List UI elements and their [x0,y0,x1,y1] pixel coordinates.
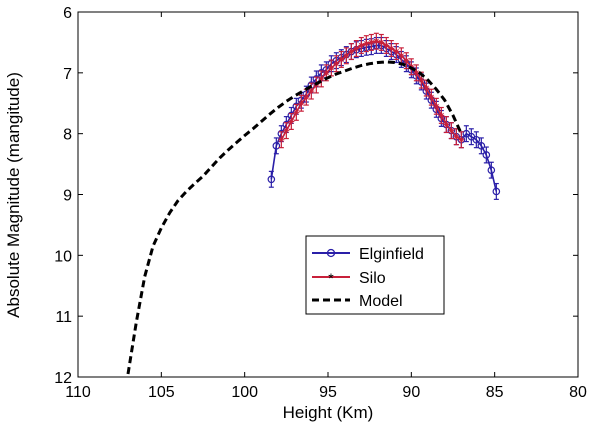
data-point-silo [368,39,375,46]
y-tick-label: 10 [54,248,72,265]
data-point-silo [388,45,395,52]
data-point-silo [303,94,310,101]
x-tick-label: 95 [319,384,337,401]
legend-label-elginfield: Elginfield [359,246,424,263]
data-point-elginfield [482,151,491,159]
series-layer [126,32,501,375]
legend-label-model: Model [359,293,403,310]
data-point-silo [373,38,380,45]
data-point-silo [428,94,435,101]
data-point-silo [383,42,390,49]
legend-marker-silo: * [328,270,334,286]
data-point-silo [393,48,400,55]
y-tick-label: 6 [63,5,72,22]
x-tick-label: 100 [231,384,258,401]
data-point-silo [363,40,370,47]
x-tick-label: 80 [569,384,587,401]
data-point-silo [448,127,455,134]
data-point-silo [308,88,315,95]
data-point-elginfield [492,187,501,196]
x-axis-label: Height (Km) [283,403,374,422]
y-axis-label: Absolute Magnitude (mangitude) [4,72,23,318]
data-point-silo [343,52,350,59]
y-axis-ticks: 6 7 8 9 10 11 12 [54,5,578,387]
y-tick-label: 7 [63,66,72,83]
data-point-silo [443,121,450,128]
data-point-silo [333,60,340,67]
y-tick-label: 11 [55,309,72,326]
y-tick-label: 8 [63,127,72,144]
data-point-silo [398,52,405,59]
data-point-elginfield [272,142,281,150]
legend: Elginfield * Silo Model [305,235,445,315]
x-tick-label: 105 [148,384,175,401]
data-point-silo [413,69,420,76]
data-point-silo [353,45,360,52]
data-point-silo [293,109,300,116]
data-point-silo [423,85,430,92]
data-point-silo [348,48,355,55]
x-tick-label: 85 [486,384,504,401]
data-point-silo [438,112,445,119]
data-point-silo [288,118,295,125]
data-point-elginfield [267,175,276,184]
data-point-silo [328,64,335,71]
data-point-silo [283,127,290,134]
x-tick-label: 110 [65,384,91,401]
data-point-silo [378,39,385,46]
data-point-silo [403,57,410,64]
y-tick-label: 12 [54,370,72,387]
data-point-elginfield [477,142,486,150]
x-tick-label: 90 [402,384,420,401]
data-point-silo [323,69,330,76]
data-point-silo [358,42,365,49]
legend-marker-elginfield [326,248,336,258]
data-point-silo [433,103,440,110]
data-point-silo [453,133,460,140]
data-point-silo [278,136,285,143]
data-point-silo [298,100,305,107]
series-line-model [126,60,463,375]
data-point-silo [458,136,465,143]
data-point-silo [418,77,425,84]
legend-label-silo: Silo [359,270,386,287]
data-point-elginfield [472,135,481,144]
data-point-silo [338,56,345,63]
y-tick-label: 9 [63,188,72,205]
x-axis-ticks: 110 105 100 95 90 85 80 [65,12,587,401]
data-point-elginfield [487,166,496,174]
